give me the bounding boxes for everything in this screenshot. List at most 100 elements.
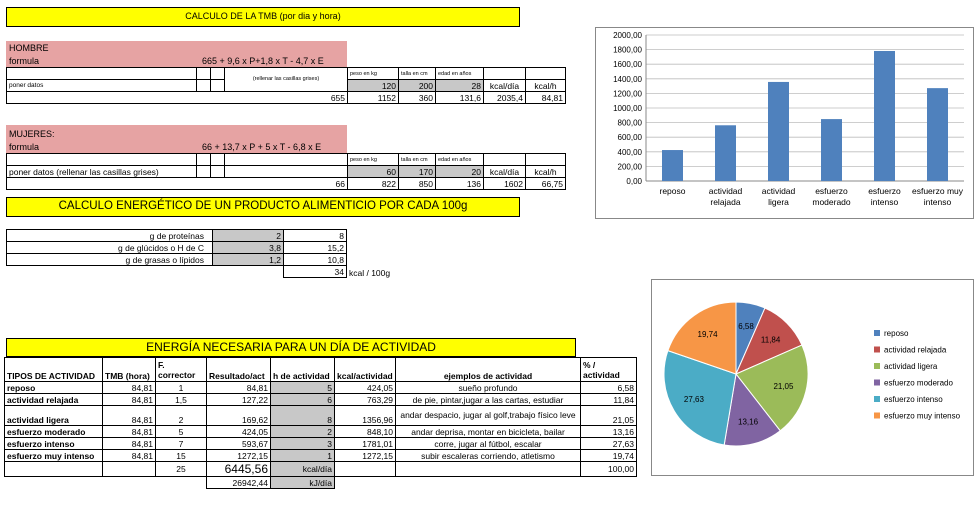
activity-h[interactable]: 8 (270, 405, 335, 426)
activity-kcal: 1356,96 (334, 405, 396, 426)
activity-tipo: actividad ligera (4, 405, 103, 426)
pie-value-label: 6,58 (738, 322, 754, 331)
col-res: Resultado/act (206, 357, 271, 382)
legend-label: esfuerzo muy intenso (884, 412, 961, 421)
mujeres-input-peso[interactable]: 60 (347, 165, 399, 178)
col-h: h de actividad (270, 357, 335, 382)
hombre-result-peso: 1152 (347, 91, 399, 104)
pie-slice (735, 344, 809, 432)
mujeres-label: MUJERES: (9, 129, 55, 139)
hombre-header-talla: talla en cm (398, 67, 436, 80)
food-grams[interactable]: 3,8 (212, 241, 284, 254)
mujeres-input-talla[interactable]: 170 (398, 165, 436, 178)
activity-kcal: 848,10 (334, 425, 396, 438)
legend-label: esfuerzo intenso (884, 395, 943, 404)
y-tick-label: 200,00 (618, 162, 643, 171)
legend-label: actividad relajada (884, 346, 947, 355)
pie-chart: 6,58 11,84 21,05 13,16 27,63 19,74 reposo activ… (663, 301, 961, 447)
y-tick-label: 1800,00 (613, 46, 642, 55)
mujeres-kcal-h-label: kcal/h (525, 165, 566, 178)
table-row: actividad relajada 84,81 1,5 127,22 6 76… (4, 393, 637, 406)
activity-res: 424,05 (206, 425, 271, 438)
y-tick-label: 1400,00 (613, 75, 642, 84)
activity-tipo: esfuerzo muy intenso (4, 449, 103, 462)
activity-ej: andar deprisa, montar en bicicleta, bail… (395, 425, 581, 438)
legend-label: esfuerzo moderado (884, 379, 953, 388)
y-tick-label: 1000,00 (613, 104, 642, 113)
y-tick-label: 1200,00 (613, 89, 642, 98)
activity-tipo: actividad relajada (4, 393, 103, 406)
mujeres-input-edad[interactable]: 20 (435, 165, 484, 178)
activity-title: ENERGÍA NECESARIA PARA UN DÍA DE ACTIVID… (6, 338, 576, 357)
y-tick-label: 400,00 (618, 148, 643, 157)
food-kcal: 15,2 (283, 241, 347, 254)
activity-kcal: 424,05 (334, 381, 396, 394)
x-tick-label: actividad relajada (709, 186, 743, 207)
y-tick-label: 800,00 (618, 119, 643, 128)
activity-kcal: 1272,15 (334, 449, 396, 462)
x-tick-label: esfuerzo intenso (868, 186, 901, 207)
col-f: F. corrector (155, 357, 207, 382)
activity-ej: corre, jugar al fútbol, escalar (395, 437, 581, 450)
hombre-result-talla: 360 (398, 91, 436, 104)
col-kcal: kcal/actividad (334, 357, 396, 382)
bar-chart: 0,00 200,00 400,00 600,00 800,00 1000,00 1200,… (613, 31, 964, 207)
activity-ej: de pie, pintar,jugar a las cartas, estud… (395, 393, 581, 406)
activity-tmb: 84,81 (102, 449, 156, 462)
col-ej: ejemplos de actividad (395, 357, 581, 382)
table-row: esfuerzo moderado 84,81 5 424,05 2 848,1… (4, 425, 637, 438)
activity-h[interactable]: 1 (270, 449, 335, 462)
mujeres-header-edad: edad en años (435, 153, 484, 166)
table-row: esfuerzo intenso 84,81 7 593,67 3 1781,0… (4, 437, 637, 450)
total-kj-unit: kJ/día (270, 476, 335, 489)
activity-res: 127,22 (206, 393, 271, 406)
hombre-kcal-h-label: kcal/h (525, 79, 566, 92)
x-tick-label: reposo (660, 186, 686, 196)
y-tick-label: 0,00 (626, 177, 642, 186)
bar (874, 50, 895, 181)
activity-res: 169,62 (206, 405, 271, 426)
hombre-input-talla[interactable]: 200 (398, 79, 436, 92)
food-grams[interactable]: 2 (212, 229, 284, 242)
hombre-header-peso: peso en kg (347, 67, 399, 80)
mujeres-result-base: 66 (6, 177, 348, 190)
legend-swatch (874, 346, 880, 353)
hombre-input-peso[interactable]: 120 (347, 79, 399, 92)
pie-value-label: 19,74 (698, 330, 719, 339)
activity-res: 593,67 (206, 437, 271, 450)
activity-tmb: 84,81 (102, 405, 156, 426)
activity-res: 84,81 (206, 381, 271, 394)
hombre-formula: 665 + 9,6 x P+1,8 x T - 4,7 x E (202, 56, 324, 66)
table-row: actividad ligera 84,81 2 169,62 8 1356,9… (4, 405, 637, 426)
activity-ej: sueño profundo (395, 381, 581, 394)
mujeres-kcal-h: 66,75 (525, 177, 566, 190)
legend-label: actividad ligera (884, 362, 938, 371)
hombre-header-edad: edad en años (435, 67, 484, 80)
mujeres-header-peso: peso en kg (347, 153, 399, 166)
tmb-title: CALCULO DE LA TMB (por dia y hora) (6, 7, 520, 27)
activity-tmb: 84,81 (102, 393, 156, 406)
food-kcal: 10,8 (283, 253, 347, 266)
activity-ej: subir escaleras corriendo, atletismo (395, 449, 581, 462)
pie-slice (663, 349, 737, 446)
food-total: 34 (283, 265, 347, 278)
activity-pct: 6,58 (580, 381, 637, 394)
hombre-input-edad[interactable]: 28 (435, 79, 484, 92)
activity-h[interactable]: 2 (270, 425, 335, 438)
food-grams[interactable]: 1,2 (212, 253, 284, 266)
total-kj: 26942,44 (206, 476, 271, 489)
activity-table: TIPOS DE ACTIVIDAD TMB (hora) F. correct… (4, 357, 637, 489)
col-tipo: TIPOS DE ACTIVIDAD (4, 357, 103, 382)
activity-h[interactable]: 5 (270, 381, 335, 394)
bar (927, 88, 948, 181)
legend-swatch (874, 412, 880, 419)
hombre-kcal-h: 84,81 (525, 91, 566, 104)
activity-h[interactable]: 6 (270, 393, 335, 406)
activity-tipo: esfuerzo moderado (4, 425, 103, 438)
x-tick-label: esfuerzo moderado (812, 186, 851, 207)
food-row: g de glúcidos o H de C 3,8 15,2 (6, 241, 347, 254)
activity-h[interactable]: 3 (270, 437, 335, 450)
food-title: CALCULO ENERGÉTICO DE UN PRODUCTO ALIMEN… (6, 197, 520, 217)
activity-tipo: reposo (4, 381, 103, 394)
mujeres-kcal-dia: 1602 (483, 177, 526, 190)
